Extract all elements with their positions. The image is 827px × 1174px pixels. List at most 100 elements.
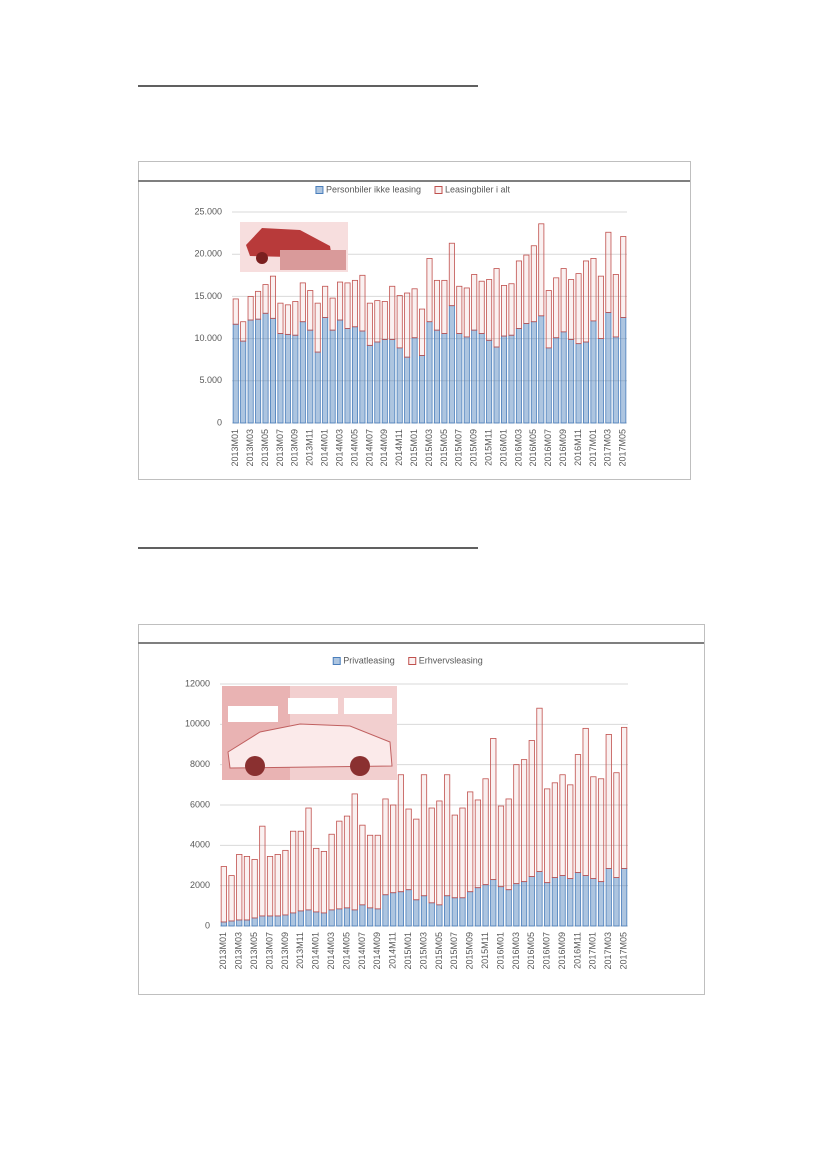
bar-segment	[220, 921, 227, 927]
bar-segment	[559, 875, 566, 927]
bar-segment	[463, 336, 470, 424]
bar-segment	[397, 774, 405, 893]
x-tick-label: 2016M09	[557, 932, 567, 970]
bar-segment	[313, 911, 320, 927]
x-tick-label: 2016M05	[528, 429, 538, 467]
bar-segment	[575, 343, 582, 424]
x-tick-label: 2017M05	[618, 429, 628, 467]
bar-segment	[390, 804, 397, 894]
bar-segment	[575, 273, 582, 345]
bar-segment	[621, 868, 628, 927]
bar-segment	[307, 290, 314, 331]
x-tick-label: 2017M01	[588, 932, 598, 970]
x-tick-label: 2015M11	[480, 932, 490, 969]
x-tick-label: 2017M01	[588, 429, 598, 467]
bar-segment	[359, 274, 366, 332]
x-tick-label: 2016M01	[495, 932, 505, 970]
bar-segment	[590, 878, 597, 927]
bar-segment	[597, 275, 604, 340]
bar-segment	[420, 895, 428, 927]
bar-segment	[328, 833, 335, 911]
bar-segment	[232, 298, 239, 325]
car-image	[222, 686, 397, 780]
bar-segment	[277, 333, 284, 424]
bar-segment	[297, 910, 304, 927]
bar-segment	[515, 260, 522, 329]
bar-segment	[337, 319, 344, 424]
bar-segment	[282, 914, 289, 927]
y-tick-label: 20.000	[194, 249, 222, 259]
bar-segment	[428, 902, 435, 927]
x-tick-label: 2015M05	[439, 429, 449, 467]
bar-segment	[467, 891, 474, 927]
bar-segment	[459, 897, 466, 927]
x-tick-label: 2013M09	[290, 429, 300, 467]
y-tick-label: 25.000	[194, 206, 222, 216]
x-tick-label: 2013M07	[275, 429, 285, 467]
bar-segment	[467, 791, 474, 893]
y-tick-label: 10.000	[194, 333, 222, 343]
x-tick-label: 2015M09	[469, 429, 479, 467]
bar-segment	[528, 876, 535, 927]
bar-segment	[443, 895, 451, 927]
bar-segment	[501, 285, 508, 337]
x-tick-label: 2015M07	[454, 429, 464, 467]
bar-segment	[243, 856, 251, 921]
bar-segment	[329, 329, 336, 424]
x-tick-label: 2014M03	[326, 932, 336, 970]
bar-segment	[251, 917, 258, 927]
bar-segment	[259, 915, 266, 927]
bar-segment	[322, 317, 329, 424]
x-tick-label: 2013M07	[264, 932, 274, 970]
bar-segment	[582, 727, 589, 876]
bar-segment	[274, 915, 281, 927]
bar-segment	[553, 337, 560, 424]
bar-segment	[582, 875, 589, 927]
bar-segment	[236, 854, 243, 921]
bar-segment	[255, 290, 262, 320]
legend-label: Privatleasing	[343, 655, 395, 665]
x-tick-label: 2014M11	[394, 429, 404, 466]
bar-segment	[471, 329, 478, 424]
bar-segment	[344, 282, 351, 329]
chart-2: 0 2000 4000 6000 8000 10000 12000 2013M01 2013M0…	[185, 655, 629, 969]
x-tick-label: 2014M03	[334, 429, 344, 467]
x-tick-label: 2015M01	[409, 429, 419, 467]
x-tick-label: 2014M09	[372, 932, 382, 970]
bar-segment	[553, 277, 560, 339]
wheel	[245, 756, 265, 776]
bar-segment	[428, 807, 435, 904]
bar-segment	[456, 285, 463, 334]
bar-segment	[413, 818, 420, 901]
bar-segment	[448, 242, 455, 307]
bar-segment	[486, 339, 493, 424]
x-tick-label: 2016M09	[558, 429, 568, 467]
bar-segment	[620, 317, 627, 424]
bar-segment	[501, 335, 508, 424]
bar-segment	[474, 799, 481, 889]
bar-segment	[382, 894, 389, 927]
y-tick-label: 2000	[190, 880, 210, 890]
bar-segment	[336, 908, 343, 927]
x-tick-label: 2014M01	[311, 932, 321, 970]
bar-segment	[236, 919, 243, 927]
bar-segment	[328, 909, 335, 927]
bar-segment	[451, 814, 458, 899]
bar-segment	[426, 321, 433, 424]
bar-segment	[314, 351, 321, 424]
bar-segment	[508, 283, 515, 336]
bar-segment	[505, 798, 512, 891]
bar-segment	[493, 346, 500, 424]
bar-segment	[574, 754, 582, 873]
bar-segment	[240, 340, 247, 424]
bar-segment	[497, 886, 505, 927]
bar-segment	[299, 321, 306, 424]
bar-segment	[411, 288, 418, 339]
bar-segment	[313, 847, 320, 913]
x-tick-label: 2015M07	[449, 932, 459, 970]
x-tick-label: 2017M03	[603, 429, 613, 467]
bar-segment	[471, 274, 478, 331]
bar-segment	[297, 830, 304, 912]
legend-swatch	[315, 186, 324, 194]
bar-segment	[590, 258, 597, 322]
